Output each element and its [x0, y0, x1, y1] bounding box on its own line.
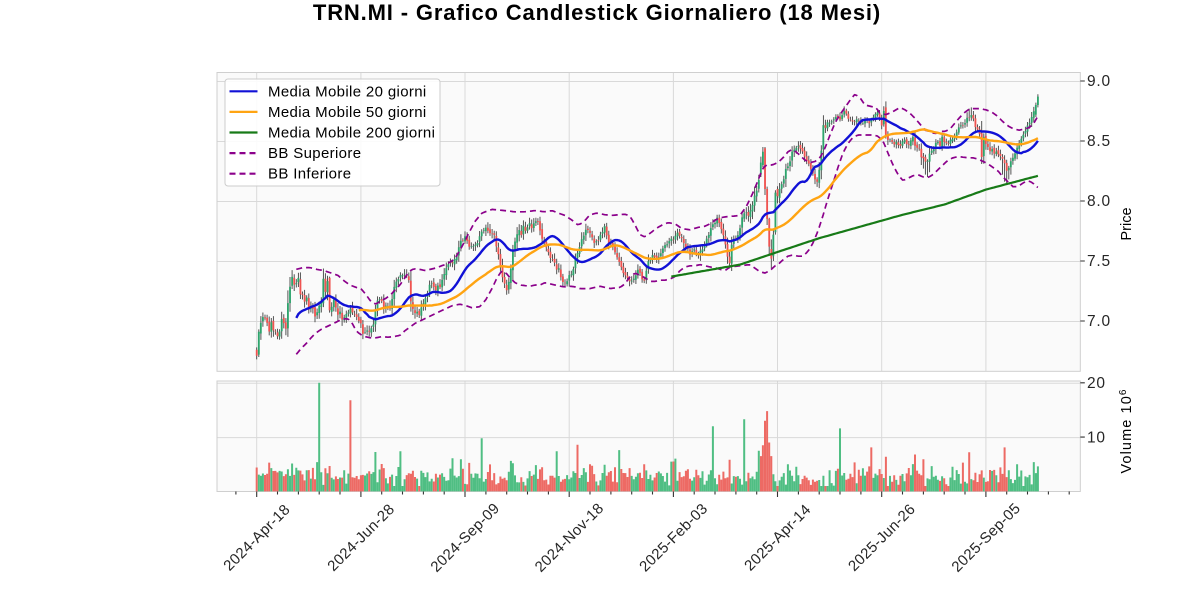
svg-text:8.0: 8.0 — [1087, 193, 1111, 210]
svg-text:BB Inferiore: BB Inferiore — [268, 166, 351, 183]
svg-text:7.0: 7.0 — [1087, 313, 1111, 330]
svg-text:10: 10 — [1087, 429, 1106, 446]
svg-text:9.0: 9.0 — [1087, 73, 1111, 90]
svg-text:TRN.MI - Grafico Candlestick G: TRN.MI - Grafico Candlestick Giornaliero… — [313, 0, 881, 25]
svg-text:Media Mobile 200 giorni: Media Mobile 200 giorni — [268, 125, 435, 142]
svg-text:Media Mobile 20 giorni: Media Mobile 20 giorni — [268, 83, 427, 100]
svg-text:Price: Price — [1119, 207, 1135, 240]
svg-text:20: 20 — [1087, 375, 1106, 392]
svg-text:7.5: 7.5 — [1087, 253, 1111, 270]
svg-text:BB Superiore: BB Superiore — [268, 145, 361, 162]
svg-text:Media Mobile 50 giorni: Media Mobile 50 giorni — [268, 104, 427, 121]
svg-text:8.5: 8.5 — [1087, 133, 1111, 150]
svg-text:Volume 106: Volume 106 — [1118, 388, 1135, 473]
